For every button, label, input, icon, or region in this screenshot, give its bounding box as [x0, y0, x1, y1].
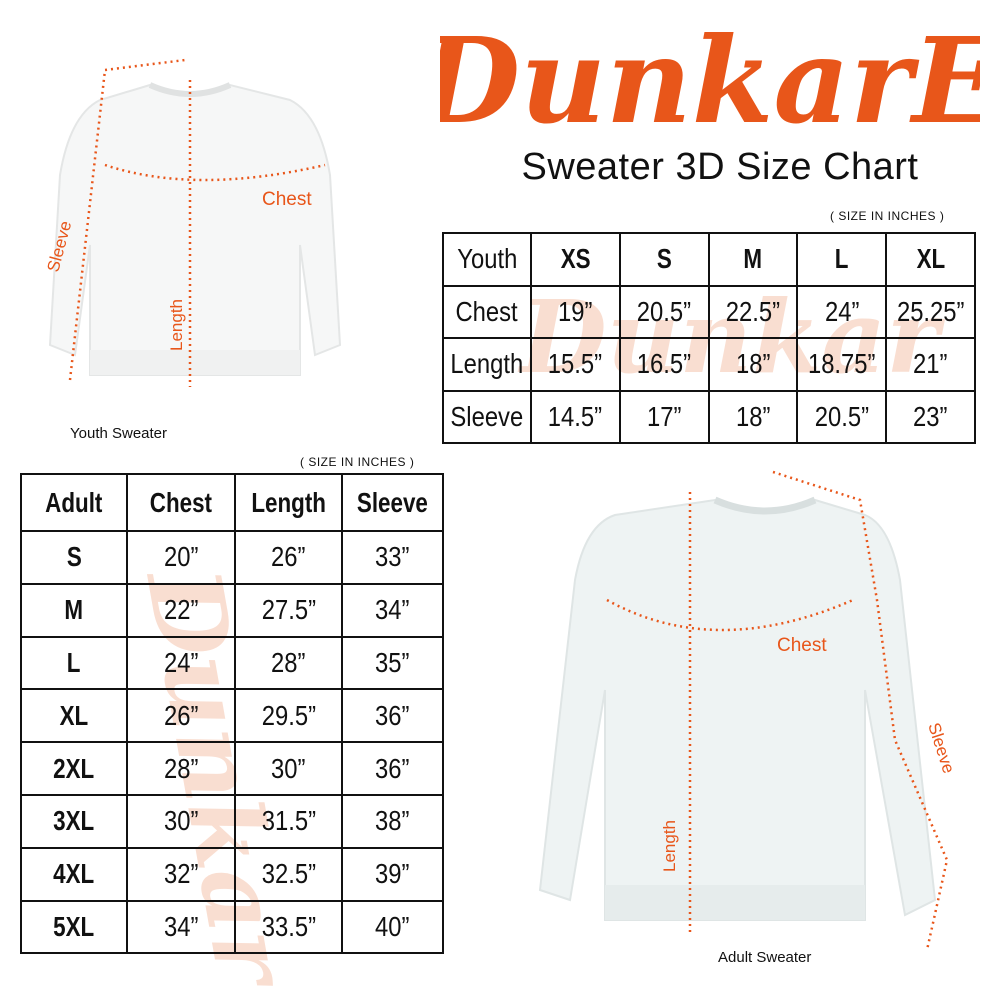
header-cell: Youth — [442, 232, 532, 287]
youth-caption: Youth Sweater — [70, 425, 168, 442]
length-label: Length — [167, 299, 186, 351]
table-row: 4XL 32” 32.5” 39” — [20, 846, 444, 902]
header-cell: M — [707, 232, 799, 287]
adult-caption: Adult Sweater — [718, 949, 812, 966]
header-cell: S — [618, 232, 710, 287]
table-row: L 24” 28” 35” — [20, 635, 444, 691]
youth-size-table: Youth XS S M L XL Chest 19” 20.5” 22.5” … — [442, 232, 976, 444]
table-row: Sleeve 14.5” 17” 18” 20.5” 23” — [442, 389, 976, 444]
sleeve-label: Sleeve — [924, 720, 958, 775]
length-label: Length — [660, 820, 679, 872]
page-title: Sweater 3D Size Chart — [521, 146, 919, 188]
svg-text:DunkarE: DunkarE — [440, 11, 980, 150]
adult-units: ( SIZE IN INCHES ) — [300, 455, 415, 469]
adult-sweater-image: Chest Length Sleeve — [538, 470, 958, 950]
youth-units: ( SIZE IN INCHES ) — [830, 209, 945, 223]
table-row: 3XL 30” 31.5” 38” — [20, 793, 444, 849]
youth-sweater-image: Chest Length Sleeve — [44, 58, 342, 387]
header-cell: XS — [530, 232, 621, 287]
table-header-row: Youth XS S M L XL — [442, 232, 976, 287]
chest-label: Chest — [262, 189, 312, 210]
chest-label: Chest — [777, 635, 827, 656]
table-row: 5XL 34” 33.5” 40” — [20, 899, 444, 955]
table-row: S 20” 26” 33” — [20, 530, 444, 585]
table-header-row: Adult Chest Length Sleeve — [20, 473, 444, 532]
header-cell: XL — [885, 232, 976, 287]
table-row: Chest 19” 20.5” 22.5” 24” 25.25” — [442, 284, 976, 339]
adult-size-table: Adult Chest Length Sleeve S 20” 26” 33” M 22”… — [20, 473, 444, 955]
table-row: XL 26” 29.5” 36” — [20, 688, 444, 744]
brand-logo: DunkarE — [440, 11, 980, 150]
table-row: Length 15.5” 16.5” 18” 18.75” 21” — [442, 337, 976, 392]
table-row: 2XL 28” 30” 36” — [20, 741, 444, 796]
header-cell: L — [796, 232, 888, 287]
table-row: M 22” 27.5” 34” — [20, 582, 444, 638]
